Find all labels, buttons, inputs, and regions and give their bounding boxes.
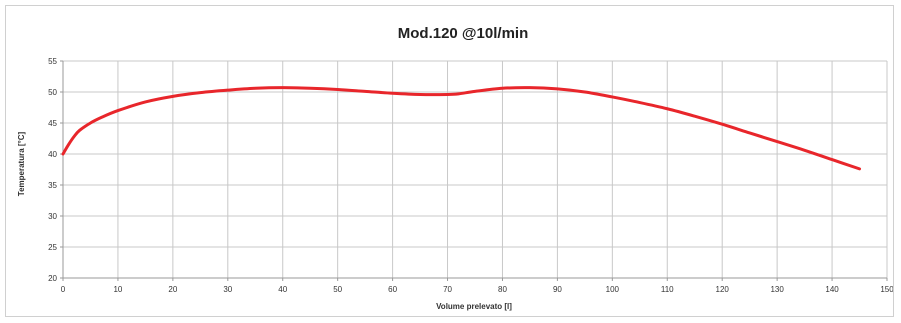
chart-frame: Mod.120 @10l/min 0 10 20 30 40 50 60 70 80 90 100 1… [5, 5, 894, 317]
x-tick-label: 50 [333, 285, 342, 294]
y-axis-label: Temperatura [°C] [17, 131, 26, 196]
x-tick-label: 60 [388, 285, 397, 294]
y-tick-label: 35 [48, 181, 57, 190]
x-tick-label: 40 [278, 285, 287, 294]
y-tick-label: 50 [48, 88, 57, 97]
x-tick-label: 150 [880, 285, 893, 294]
x-axis-label: Volume prelevato [l] [436, 302, 512, 311]
x-tick-label: 120 [716, 285, 730, 294]
x-tick-label: 90 [553, 285, 562, 294]
x-tick-label: 140 [825, 285, 839, 294]
x-tick-label: 0 [61, 285, 66, 294]
line-chart: Mod.120 @10l/min 0 10 20 30 40 50 60 70 80 90 100 1… [17, 25, 894, 311]
axes [60, 60, 888, 281]
x-tick-label: 30 [223, 285, 232, 294]
tick-labels: 0 10 20 30 40 50 60 70 80 90 100 110 120 130 140 150 20 2… [48, 57, 894, 294]
x-tick-label: 100 [606, 285, 620, 294]
series-layer [61, 86, 862, 171]
y-tick-label: 25 [48, 243, 57, 252]
chart-title: Mod.120 @10l/min [398, 25, 529, 42]
y-tick-label: 30 [48, 212, 57, 221]
x-tick-label: 130 [770, 285, 784, 294]
x-tick-label: 20 [168, 285, 177, 294]
y-tick-label: 55 [48, 57, 57, 66]
x-tick-label: 70 [443, 285, 452, 294]
y-tick-label: 45 [48, 119, 57, 128]
y-tick-label: 40 [48, 150, 57, 159]
x-tick-label: 110 [661, 285, 674, 294]
x-tick-label: 80 [498, 285, 507, 294]
series-line-1 [61, 86, 862, 171]
x-tick-label: 10 [113, 285, 122, 294]
y-tick-label: 20 [48, 274, 57, 283]
